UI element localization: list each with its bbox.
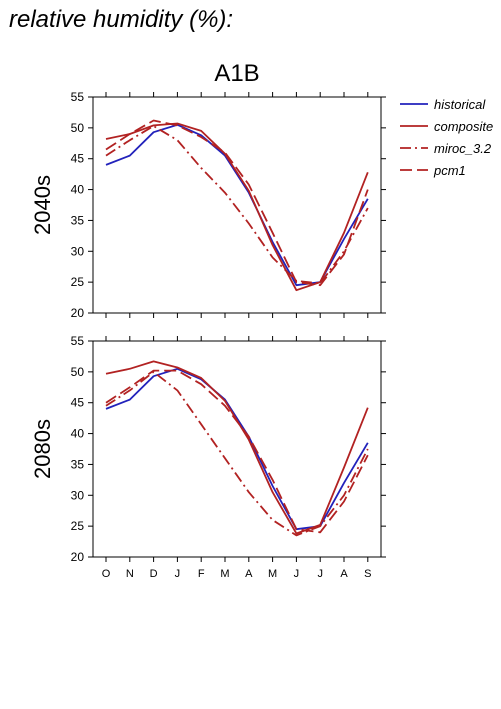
x-tick-label: F (198, 568, 205, 580)
y-tick-label: 35 (71, 457, 85, 471)
legend-label-miroc-3-2: miroc_3.2 (434, 141, 492, 156)
plot-frame (92, 96, 382, 314)
x-tick-label: J (175, 568, 181, 580)
y-tick-label: 55 (71, 90, 85, 104)
y-tick-label: 40 (71, 427, 85, 441)
x-tick-label: M (268, 568, 277, 580)
x-tick-label: J (294, 568, 300, 580)
series-line-composite (105, 122, 369, 292)
series-line-composite (105, 360, 369, 535)
y-tick-label: 30 (71, 244, 85, 258)
x-tick-label: O (102, 568, 111, 580)
y-tick-label: 45 (71, 396, 85, 410)
x-tick-label: A (245, 568, 253, 580)
chart-panel-2080s: 20 25 30 35 40 45 50 55 O N D J F M A M J J A S 2080s (30, 334, 386, 580)
series-line-pcm1 (105, 369, 369, 534)
x-tick-label: D (150, 568, 158, 580)
y-tick-label: 55 (71, 334, 85, 348)
legend-label-historical: historical (434, 97, 486, 112)
legend-label-composite: composite (434, 119, 493, 134)
series-line-miroc-3-2 (105, 370, 369, 537)
series-line-miroc-3-2 (105, 125, 369, 285)
figure-title: relative humidity (%): (9, 6, 234, 33)
y-tick-label: 25 (71, 275, 85, 289)
series-line-pcm1 (105, 119, 369, 287)
x-tick-label: N (126, 568, 134, 580)
x-tick-label: J (317, 568, 323, 580)
y-tick-label: 35 (71, 213, 85, 227)
y-tick-label: 20 (71, 550, 85, 564)
y-tick-label: 20 (71, 306, 85, 320)
scenario-title: A1B (214, 60, 259, 87)
y-tick-label: 45 (71, 152, 85, 166)
y-axis-label: 2040s (30, 175, 55, 235)
x-tick-label: M (220, 568, 229, 580)
legend-label-pcm1: pcm1 (433, 163, 466, 178)
x-tick-label: A (340, 568, 348, 580)
series-line-historical (105, 367, 369, 531)
chart-panel-2040s: 20 25 30 35 40 45 50 55 2040s (30, 90, 386, 320)
y-tick-label: 30 (71, 488, 85, 502)
y-tick-label: 50 (71, 365, 85, 379)
y-tick-label: 25 (71, 519, 85, 533)
x-tick-label: S (364, 568, 371, 580)
y-axis-label: 2080s (30, 419, 55, 479)
legend: historical composite miroc_3.2 pcm1 (400, 97, 493, 178)
series-line-historical (105, 123, 369, 287)
y-tick-label: 50 (71, 121, 85, 135)
plot-frame (92, 340, 382, 558)
y-tick-label: 40 (71, 183, 85, 197)
